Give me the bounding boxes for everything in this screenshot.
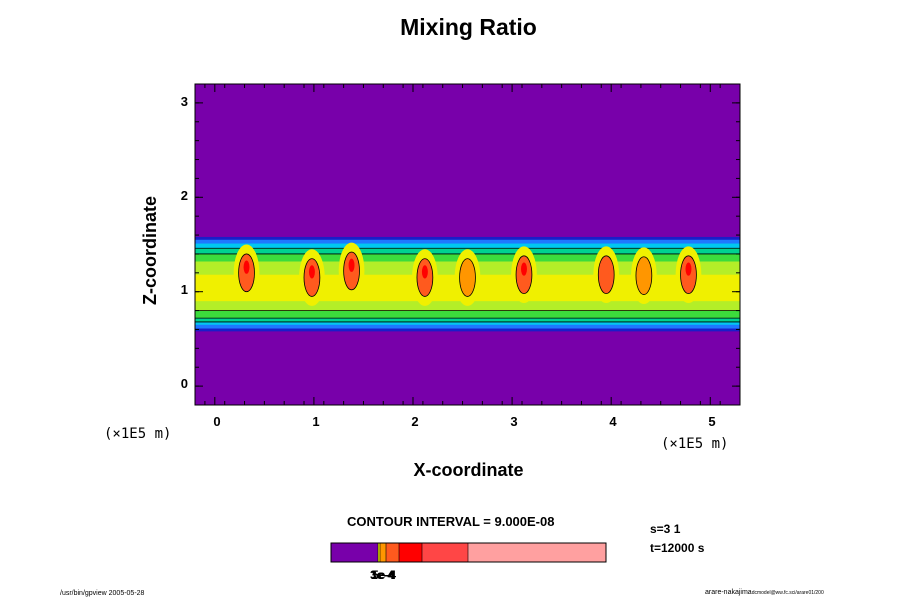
colorbar-segment-yellow — [378, 543, 380, 562]
cell-core-1 — [308, 265, 315, 279]
cell-core-3 — [421, 265, 428, 279]
contour-interval: CONTOUR INTERVAL = 9.000E-08 — [347, 514, 555, 529]
cell-peak-4 — [459, 258, 476, 297]
cell-core-2 — [348, 258, 355, 272]
chart-title: Mixing Ratio — [400, 14, 537, 40]
cell-peak-7 — [635, 256, 653, 295]
colorbar-segment-salmon — [422, 543, 468, 562]
xtick-label-2: 2 — [411, 414, 419, 429]
colorbar-segment-orange-red — [386, 543, 399, 562]
colorbar-segment-orange — [380, 543, 386, 562]
xtick-label-4: 4 — [609, 414, 617, 429]
colorbar-tick-label-overlap: 5e-4 — [372, 568, 397, 582]
ytick-label-1: 1 — [180, 282, 188, 297]
colorbar-segment-pink — [468, 543, 606, 562]
footer-right: arare-nakajimadcmodel@ww.fc.sci/arare01/… — [705, 589, 824, 596]
footer-right-main: arare-nakajima — [705, 589, 752, 596]
cell-core-8 — [685, 262, 692, 276]
ytick-label-0: 0 — [180, 376, 188, 391]
xtick-label-5: 5 — [708, 414, 716, 429]
step-label: s=3 1 — [650, 522, 681, 536]
ytick-label-2: 2 — [180, 188, 188, 203]
x-unit-left: (×1E5 m) — [104, 426, 172, 442]
colorbar-segment-background — [331, 543, 378, 562]
x-unit-right: (×1E5 m) — [661, 436, 729, 452]
colorbar-tick-label-extra: 1e-4 — [371, 568, 396, 582]
footer-right-small: dcmodel@ww.fc.sci/arare01/200 — [751, 590, 824, 596]
cell-core-5 — [521, 262, 527, 276]
cell-core-0 — [243, 260, 250, 274]
ytick-label-3: 3 — [180, 94, 188, 109]
xtick-label-1: 1 — [312, 414, 320, 429]
xtick-label-0: 0 — [213, 414, 221, 429]
colorbar-frame — [330, 542, 607, 563]
cell-core-6 — [603, 262, 610, 276]
footer-left: /usr/bin/gpview 2005-05-28 — [60, 590, 145, 597]
x-axis-label: X-coordinate — [413, 460, 524, 480]
axis-ticks — [195, 84, 740, 406]
colorbar-segment-red — [399, 543, 422, 562]
xtick-label-3: 3 — [510, 414, 518, 429]
colorbar-tick-label: 3e-4 — [370, 568, 395, 582]
plot-frame — [194, 83, 741, 406]
time-label: t=12000 s — [650, 541, 705, 555]
